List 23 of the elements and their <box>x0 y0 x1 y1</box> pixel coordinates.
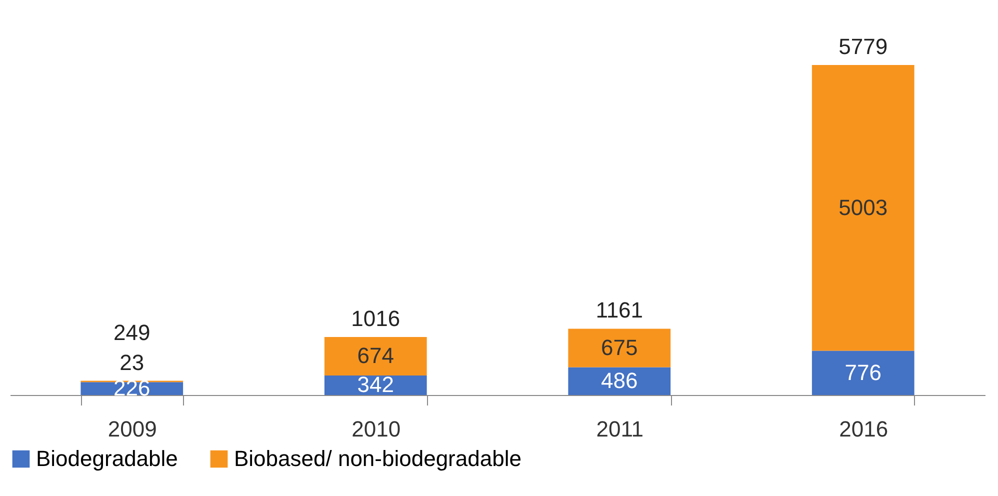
total-label: 5779 <box>838 34 888 59</box>
total-label: 249 <box>114 320 150 345</box>
x-tick-label: 2009 <box>108 416 157 442</box>
data-label: 776 <box>844 360 882 385</box>
data-label: 342 <box>357 372 394 398</box>
legend-label: Biodegradable <box>36 446 178 471</box>
total-label: 1161 <box>596 298 644 323</box>
data-label: 674 <box>357 343 394 368</box>
legend-label: Biobased/ non-biodegradable <box>234 446 522 471</box>
bar <box>324 336 427 376</box>
data-label: 5003 <box>838 194 888 220</box>
bar <box>568 367 671 395</box>
data-label: 23 <box>120 350 144 375</box>
x-tick-label: 2011 <box>596 416 644 442</box>
bar <box>812 65 914 351</box>
x-tick-label: 2016 <box>839 416 888 442</box>
bar <box>568 328 671 368</box>
x-tick-label: 2010 <box>352 416 401 442</box>
data-label: 675 <box>601 334 638 360</box>
data-label: 226 <box>114 376 150 401</box>
bar <box>812 350 914 395</box>
total-label: 1016 <box>351 306 400 331</box>
data-label: 486 <box>601 368 638 394</box>
